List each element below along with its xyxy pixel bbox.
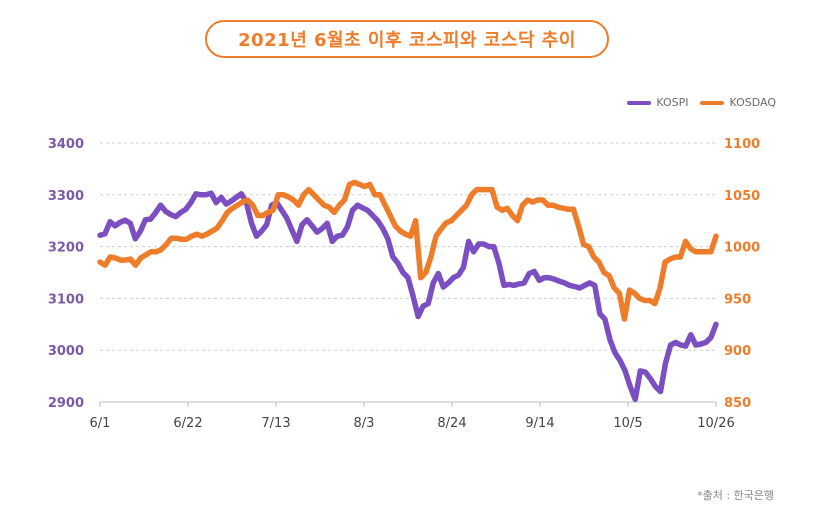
y-right-tick-label: 850 [724,396,751,411]
x-tick-label: 6/1 [90,416,111,431]
x-tick-label: 8/24 [437,416,466,431]
legend-label-kosdaq: KOSDAQ [729,96,776,109]
legend-swatch-kospi [627,100,652,105]
source-note: *출처 : 한국은행 [697,489,774,502]
y-right-tick-label: 1100 [724,137,760,152]
series-line-kosdaq [97,179,719,322]
legend-item-kosdaq: KOSDAQ [700,96,776,109]
y-right-tick-label: 1000 [724,241,760,256]
legend: KOSPI KOSDAQ [627,96,776,109]
legend-item-kospi: KOSPI [627,96,688,109]
y-left-tick-label: 2900 [48,396,84,411]
y-left-tick-label: 3200 [48,241,84,256]
y-left-tick-label: 3100 [48,292,84,307]
y-left-tick-label: 3300 [48,189,84,204]
y-left-tick-label: 3000 [48,344,84,359]
x-tick-label: 10/26 [697,416,734,431]
x-tick-label: 8/3 [354,416,375,431]
y-right-tick-label: 1050 [724,189,760,204]
y-right-tick-label: 900 [724,344,751,359]
x-tick-label: 7/13 [261,416,290,431]
series-line-kospi [97,190,719,403]
y-right-tick-label: 950 [724,292,751,307]
x-tick-label: 10/5 [613,416,642,431]
legend-label-kospi: KOSPI [656,96,689,109]
x-tick-label: 9/14 [525,416,554,431]
x-tick-label: 6/22 [173,416,202,431]
y-left-tick-label: 3400 [48,137,84,152]
chart-title: 2021년 6월초 이후 코스피와 코스닥 추이 [205,20,609,58]
legend-swatch-kosdaq [700,100,725,105]
